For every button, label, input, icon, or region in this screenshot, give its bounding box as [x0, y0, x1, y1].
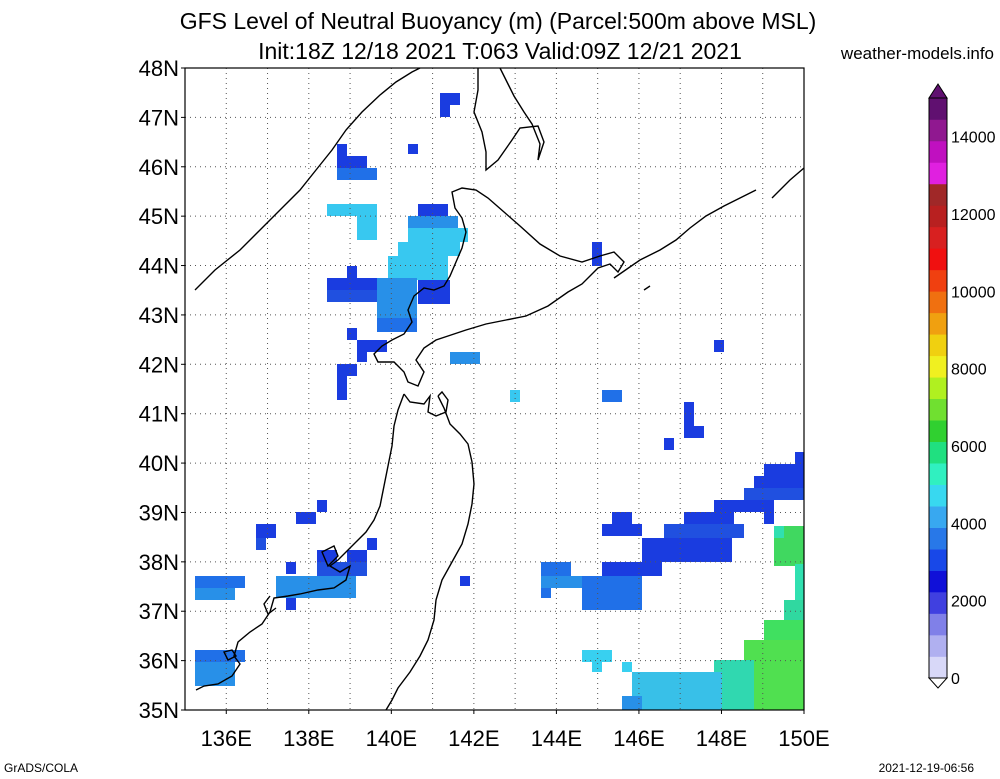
colorbar-segment: [929, 570, 947, 593]
colorbar-label: 2000: [951, 594, 987, 611]
buoyancy-fill: [195, 93, 804, 710]
lon-tick-labels: 136E 138E 140E 142E 144E 146E 148E 150E: [201, 710, 830, 751]
lon-tick-label: 146E: [613, 726, 664, 751]
colorbar-segment: [929, 140, 947, 163]
map-grid: [185, 68, 804, 710]
colorbar-label: 0: [951, 671, 960, 688]
colorbar-segment: [929, 205, 947, 228]
lon-tick-label: 142E: [448, 726, 499, 751]
colorbar-segment: [929, 656, 947, 679]
colorbar-segment: [929, 98, 947, 120]
lat-tick-label: 43N: [139, 303, 179, 328]
timestamp-label: 2021-12-19-06:56: [878, 761, 974, 775]
colorbar-segment: [929, 312, 947, 335]
colorbar-label: 4000: [951, 516, 987, 533]
lat-tick-label: 41N: [139, 402, 179, 427]
lat-tick-label: 36N: [139, 649, 179, 674]
chart-title: GFS Level of Neutral Buoyancy (m) (Parce…: [179, 8, 817, 34]
credit-label: GrADS/COLA: [4, 761, 79, 775]
colorbar-segment: [929, 398, 947, 421]
lat-tick-label: 47N: [139, 105, 179, 130]
colorbar-segment: [929, 420, 947, 443]
colorbar-segment: [929, 592, 947, 614]
lon-tick-label: 136E: [201, 726, 252, 751]
colorbar-segment: [929, 355, 947, 378]
colorbar-segment: [929, 183, 947, 206]
coastlines: [194, 67, 805, 711]
lat-tick-label: 44N: [139, 254, 179, 279]
colorbar-segment: [929, 441, 947, 464]
lat-tick-label: 37N: [139, 599, 179, 624]
colorbar: [927, 83, 949, 689]
colorbar-segment: [929, 506, 947, 528]
colorbar-max-arrow: [928, 83, 948, 99]
lat-tick-label: 45N: [139, 204, 179, 229]
lat-tick-label: 42N: [139, 352, 179, 377]
lat-tick-label: 46N: [139, 155, 179, 180]
colorbar-label: 10000: [951, 284, 996, 301]
colorbar-segment: [929, 463, 947, 485]
site-label: weather-models.info: [840, 44, 994, 63]
lat-tick-label: 39N: [139, 500, 179, 525]
colorbar-segment: [929, 549, 947, 571]
colorbar-segment: [929, 377, 947, 400]
colorbar-segment: [929, 162, 947, 185]
lat-tick-label: 35N: [139, 698, 179, 723]
lon-tick-label: 138E: [283, 726, 334, 751]
lon-tick-label: 144E: [531, 726, 582, 751]
colorbar-segment: [929, 119, 947, 142]
colorbar-segment: [929, 484, 947, 507]
colorbar-segment: [929, 527, 947, 550]
lat-tick-label: 38N: [139, 550, 179, 575]
colorbar-min-arrow: [927, 677, 949, 689]
lat-tick-label: 40N: [139, 451, 179, 476]
lon-tick-label: 148E: [696, 726, 747, 751]
colorbar-label: 6000: [951, 439, 987, 456]
lon-tick-label: 150E: [778, 726, 829, 751]
chart-subtitle: Init:18Z 12/18 2021 T:063 Valid:09Z 12/2…: [258, 38, 742, 64]
colorbar-segment: [929, 269, 947, 292]
colorbar-segment: [929, 334, 947, 357]
colorbar-segment: [929, 635, 947, 657]
colorbar-segment: [929, 291, 947, 314]
colorbar-segment: [929, 248, 947, 271]
colorbar-label: 14000: [951, 130, 996, 147]
colorbar-segment: [929, 613, 947, 636]
colorbar-label: 12000: [951, 207, 996, 224]
colorbar-labels: 0 2000 4000 6000 8000 10000 12000 14000: [951, 130, 996, 688]
map-frame: [184, 67, 805, 711]
colorbar-segment: [929, 226, 947, 249]
colorbar-label: 8000: [951, 362, 987, 379]
lat-tick-label: 48N: [139, 56, 179, 81]
lat-tick-labels: 35N 36N 37N 38N 39N 40N 41N 42N 43N 44N 45N 46N 47N 4…: [139, 56, 185, 723]
lon-tick-label: 140E: [366, 726, 417, 751]
